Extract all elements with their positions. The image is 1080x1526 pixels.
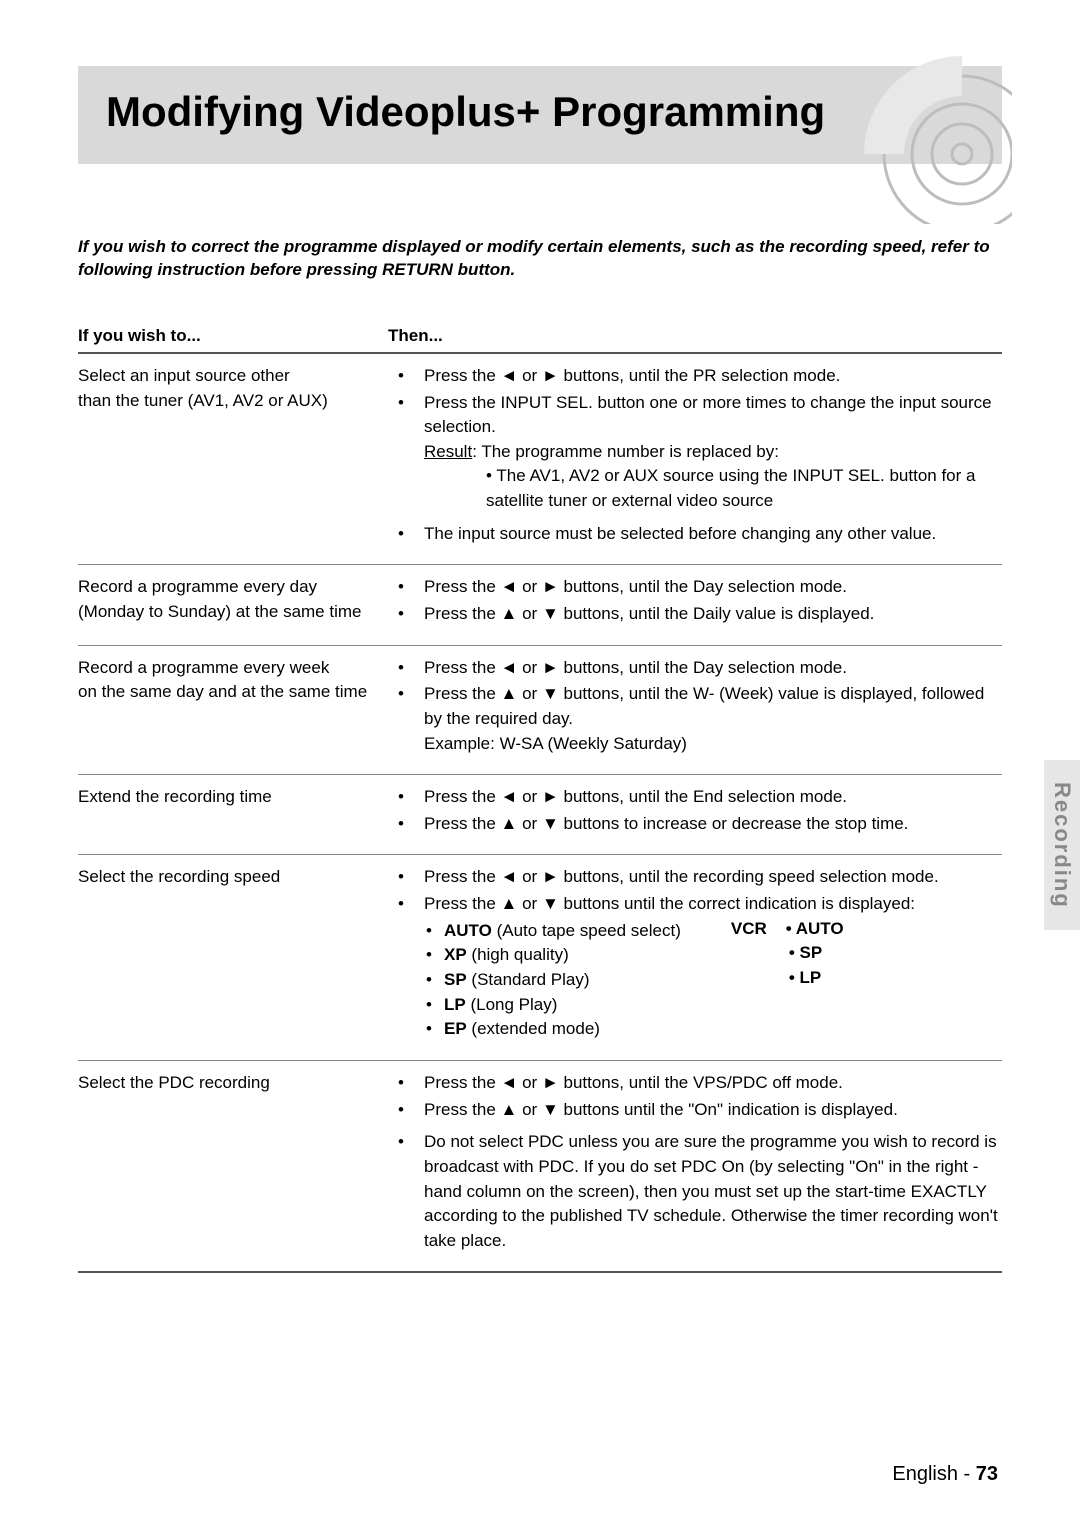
then-bullet: Press the ▲ or ▼ buttons until the "On" …	[388, 1098, 998, 1123]
right-arrow-icon: ►	[542, 366, 559, 385]
instruction-table: If you wish to... Then... Select an inpu…	[78, 326, 1002, 1274]
page-content: Modifying Videoplus+ Programming If you …	[0, 0, 1080, 1313]
if-text: Select an input source other	[78, 366, 290, 385]
then-bullet: Do not select PDC unless you are sure th…	[388, 1130, 998, 1253]
header-if: If you wish to...	[78, 326, 388, 353]
up-arrow-icon: ▲	[501, 814, 518, 833]
speed-list-right: VCR • AUTO • SP • LP	[731, 917, 844, 1042]
left-arrow-icon: ◄	[501, 1073, 518, 1092]
up-arrow-icon: ▲	[501, 604, 518, 623]
left-arrow-icon: ◄	[501, 867, 518, 886]
if-text: Select the recording speed	[78, 867, 280, 886]
down-arrow-icon: ▼	[542, 814, 559, 833]
left-arrow-icon: ◄	[501, 366, 518, 385]
down-arrow-icon: ▼	[542, 894, 559, 913]
then-bullet: Press the ◄ or ► buttons, until the Day …	[388, 656, 998, 681]
if-text: Record a programme every day	[78, 577, 317, 596]
then-bullet: Press the ◄ or ► buttons, until the VPS/…	[388, 1071, 998, 1096]
page-footer: English - 73	[892, 1463, 998, 1486]
then-bullet: Press the ▲ or ▼ buttons, until the W- (…	[388, 682, 998, 756]
right-arrow-icon: ►	[542, 1073, 559, 1092]
disc-icon	[842, 54, 1012, 224]
then-bullet: Press the ◄ or ► buttons, until the reco…	[388, 865, 998, 890]
table-row: Select an input source other than the tu…	[78, 353, 1002, 565]
if-text: Record a programme every week	[78, 658, 329, 677]
down-arrow-icon: ▼	[542, 684, 559, 703]
down-arrow-icon: ▼	[542, 604, 559, 623]
section-tab-label: Recording	[1049, 782, 1075, 909]
then-bullet: Press the ◄ or ► buttons, until the PR s…	[388, 364, 998, 389]
table-row: Record a programme every day (Monday to …	[78, 565, 1002, 645]
right-arrow-icon: ►	[542, 867, 559, 886]
result-sub: • The AV1, AV2 or AUX source using the I…	[424, 464, 998, 513]
if-text: than the tuner (AV1, AV2 or AUX)	[78, 391, 328, 410]
table-row: Select the recording speed Press the ◄ o…	[78, 855, 1002, 1060]
section-tab: Recording	[1044, 760, 1080, 930]
then-bullet: Press the ◄ or ► buttons, until the Day …	[388, 575, 998, 600]
right-arrow-icon: ►	[542, 787, 559, 806]
footer-language: English -	[892, 1463, 970, 1485]
right-arrow-icon: ►	[542, 658, 559, 677]
up-arrow-icon: ▲	[501, 894, 518, 913]
then-bullet: Press the ◄ or ► buttons, until the End …	[388, 785, 998, 810]
left-arrow-icon: ◄	[501, 658, 518, 677]
header-then: Then...	[388, 326, 1002, 353]
left-arrow-icon: ◄	[501, 577, 518, 596]
then-bullet: Press the ▲ or ▼ buttons until the corre…	[388, 892, 998, 1042]
if-text: on the same day and at the same time	[78, 682, 367, 701]
speed-list-left: AUTO (Auto tape speed select) XP (high q…	[424, 917, 681, 1042]
left-arrow-icon: ◄	[501, 787, 518, 806]
intro-text: If you wish to correct the programme dis…	[78, 236, 1002, 282]
then-bullet: Press the ▲ or ▼ buttons, until the Dail…	[388, 602, 998, 627]
up-arrow-icon: ▲	[501, 1100, 518, 1119]
if-text: Extend the recording time	[78, 787, 272, 806]
then-bullet: Press the ▲ or ▼ buttons to increase or …	[388, 812, 998, 837]
title-bar: Modifying Videoplus+ Programming	[78, 66, 1002, 164]
down-arrow-icon: ▼	[542, 1100, 559, 1119]
table-row: Extend the recording time Press the ◄ or…	[78, 775, 1002, 855]
then-bullet: Press the INPUT SEL. button one or more …	[388, 391, 998, 514]
if-text: (Monday to Sunday) at the same time	[78, 602, 361, 621]
then-bullet: The input source must be selected before…	[388, 522, 998, 547]
table-row: Select the PDC recording Press the ◄ or …	[78, 1060, 1002, 1272]
right-arrow-icon: ►	[542, 577, 559, 596]
table-row: Record a programme every week on the sam…	[78, 645, 1002, 775]
footer-page-number: 73	[976, 1463, 998, 1485]
result-label: Result	[424, 442, 472, 461]
if-text: Select the PDC recording	[78, 1073, 270, 1092]
up-arrow-icon: ▲	[501, 684, 518, 703]
